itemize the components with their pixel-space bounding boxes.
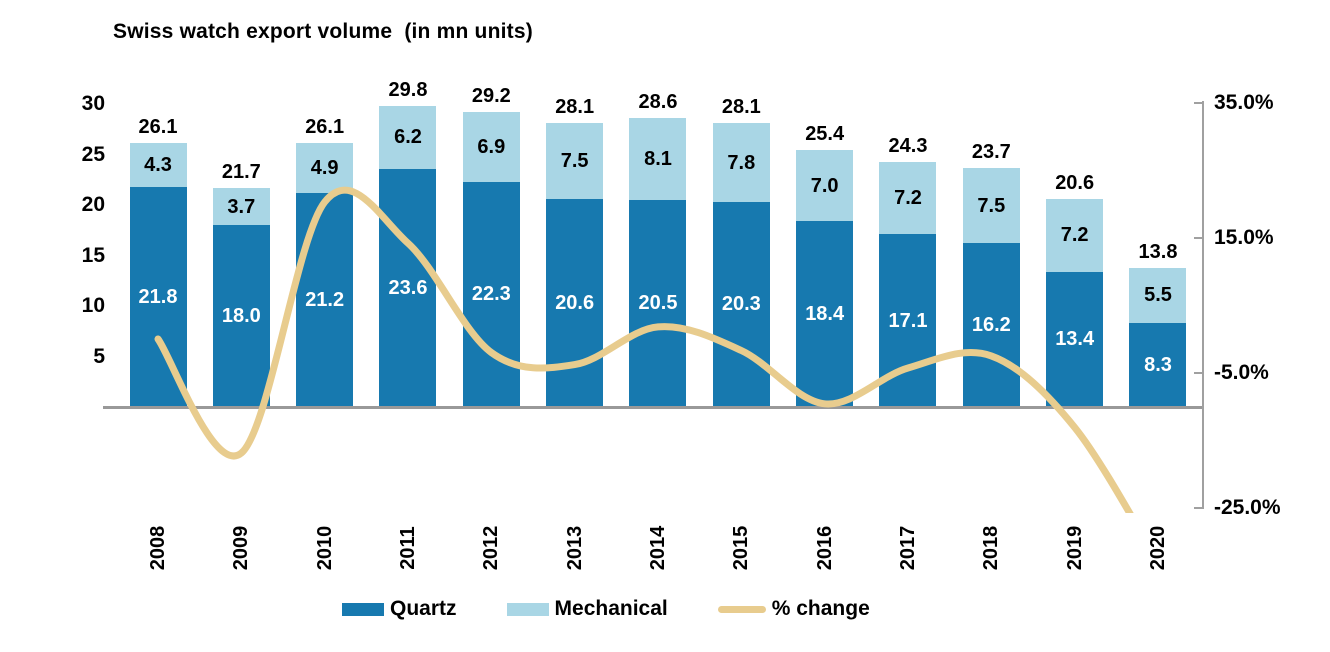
right-axis-tick-label: 35.0% <box>1214 90 1274 114</box>
total-value-label: 26.1 <box>138 116 178 139</box>
total-value-label: 13.8 <box>1138 240 1178 263</box>
x-axis-year-label: 2009 <box>230 525 253 571</box>
bar-mechanical-segment <box>296 143 354 193</box>
y-axis-tick-label: 20 <box>81 193 105 216</box>
quartz-value-label: 13.4 <box>1055 328 1095 351</box>
y-axis-tick-label: 5 <box>93 344 105 368</box>
mechanical-value-label: 7.5 <box>977 194 1006 217</box>
quartz-value-label: 22.3 <box>471 283 511 306</box>
bar-mechanical-segment <box>129 143 187 187</box>
right-axis-tick-label: -5.0% <box>1214 360 1269 384</box>
quartz-value-label: 21.8 <box>138 285 178 308</box>
x-axis-year-label: 2018 <box>980 525 1003 571</box>
x-axis-year-label: 2013 <box>563 525 586 571</box>
x-axis-year-label: 2019 <box>1063 525 1086 571</box>
mechanical-value-label: 4.3 <box>144 154 172 177</box>
bar-mechanical-segment <box>462 112 520 182</box>
mechanical-value-label: 7.8 <box>727 151 756 174</box>
mechanical-value-label: 7.0 <box>810 174 839 197</box>
bar-mechanical-segment <box>546 123 604 199</box>
legend-item-mechanical: Mechanical <box>506 597 668 621</box>
legend: Quartz Mechanical % change <box>342 597 870 621</box>
quartz-value-label: 17.1 <box>888 309 928 332</box>
total-value-label: 24.3 <box>888 134 928 157</box>
x-axis-baseline <box>103 406 1203 409</box>
quartz-value-label: 20.6 <box>555 291 595 314</box>
mechanical-value-label: 8.1 <box>644 148 672 171</box>
x-axis-year-label: 2011 <box>396 526 419 570</box>
x-axis-year-label: 2015 <box>730 525 753 571</box>
x-axis-year-label: 2020 <box>1146 525 1169 571</box>
mechanical-value-label: 4.9 <box>310 157 339 180</box>
x-axis-year-label: 2012 <box>480 525 503 571</box>
x-axis-year-label: 2014 <box>646 525 669 571</box>
right-axis-tick <box>1194 506 1202 509</box>
legend-item-quartz: Quartz <box>342 597 457 621</box>
legend-label: Mechanical <box>554 597 668 620</box>
total-value-label: 29.2 <box>471 85 511 108</box>
quartz-value-label: 20.3 <box>721 293 761 316</box>
bar-mechanical-segment <box>379 106 437 169</box>
legend-item-change: % change <box>717 597 870 621</box>
legend-swatch <box>717 605 766 613</box>
total-value-label: 28.1 <box>721 96 761 119</box>
x-axis-year-label: 2016 <box>813 525 836 571</box>
bar-quartz-segment <box>1129 323 1187 407</box>
quartz-value-label: 8.3 <box>1144 354 1172 377</box>
mechanical-value-label: 7.2 <box>1060 224 1089 247</box>
total-value-label: 29.8 <box>388 79 428 102</box>
total-value-label: 23.7 <box>971 140 1011 163</box>
chart-title: Swiss watch export volume (in mn units) <box>113 20 533 43</box>
right-axis-tick-label: 15.0% <box>1214 225 1274 249</box>
quartz-value-label: 23.6 <box>388 276 428 299</box>
quartz-value-label: 18.0 <box>221 305 261 328</box>
quartz-value-label: 20.5 <box>638 292 678 315</box>
total-value-label: 20.6 <box>1055 171 1095 194</box>
quartz-value-label: 18.4 <box>805 303 845 326</box>
quartz-value-label: 16.2 <box>971 314 1011 337</box>
legend-swatch <box>342 602 384 616</box>
legend-label: % change <box>771 597 870 620</box>
right-axis-tick <box>1194 101 1202 104</box>
total-value-label: 25.4 <box>805 123 845 146</box>
total-value-label: 28.6 <box>638 91 678 114</box>
mechanical-value-label: 7.2 <box>894 186 922 209</box>
mechanical-value-label: 7.5 <box>560 150 589 173</box>
right-axis-line <box>1202 101 1204 509</box>
total-value-label: 21.7 <box>221 160 261 183</box>
x-axis-year-label: 2017 <box>896 525 919 571</box>
mechanical-value-label: 6.2 <box>394 126 422 149</box>
mechanical-value-label: 3.7 <box>227 195 256 218</box>
right-axis-tick <box>1194 236 1202 239</box>
x-axis-year-label: 2010 <box>313 525 336 571</box>
bar-mechanical-segment <box>1129 267 1187 324</box>
legend-swatch <box>506 602 549 616</box>
total-value-label: 28.1 <box>555 96 595 119</box>
mechanical-value-label: 5.5 <box>1144 284 1172 307</box>
x-axis-year-label: 2008 <box>147 525 169 571</box>
y-axis-tick-label: 15 <box>81 243 105 267</box>
legend-label: Quartz <box>390 597 457 620</box>
total-value-label: 26.1 <box>305 116 345 139</box>
y-axis-tick-label: 30 <box>81 92 105 115</box>
right-axis-tick <box>1194 371 1202 374</box>
mechanical-value-label: 6.9 <box>477 135 506 158</box>
y-axis-tick-label: 10 <box>81 294 105 317</box>
y-axis-tick-label: 25 <box>81 142 105 166</box>
quartz-value-label: 21.2 <box>305 288 345 311</box>
bar-mechanical-segment <box>629 118 687 200</box>
right-axis-tick-label: -25.0% <box>1214 495 1281 519</box>
